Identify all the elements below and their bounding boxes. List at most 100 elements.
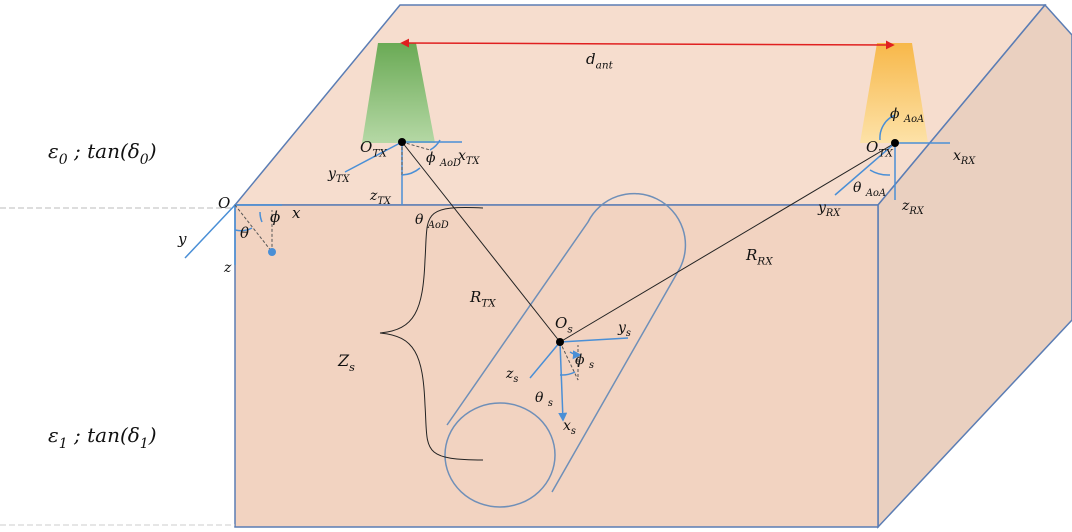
label-text: ε (48, 423, 59, 447)
label: O (218, 194, 230, 212)
label-text: ; tan(δ (68, 139, 140, 163)
label-text: O (866, 138, 878, 156)
rx-origin (891, 139, 899, 147)
angle-arcs (234, 114, 896, 376)
label-text: x (953, 148, 961, 164)
label-text: y (817, 200, 827, 216)
label: ys (617, 320, 631, 339)
label-text: θ (535, 390, 548, 406)
label: θ AoD (415, 212, 449, 231)
label: OTX (360, 138, 387, 160)
label-text: R (745, 246, 757, 264)
label-text: O (555, 314, 567, 332)
label: RRX (745, 246, 773, 268)
target-origin (556, 338, 564, 346)
label-text: y (327, 166, 337, 182)
label: dant (586, 50, 614, 72)
label: x (292, 204, 301, 222)
label: xs (563, 418, 576, 437)
label: OTX (866, 138, 893, 160)
front-face (234, 204, 879, 528)
subscript: TX (372, 148, 387, 160)
label-text: y (177, 230, 187, 248)
label-text: ϕ (890, 106, 904, 122)
subscript: ant (596, 60, 614, 72)
label-text: x (458, 148, 466, 164)
subscript: AoD (439, 158, 461, 169)
ray-rx (559, 142, 896, 343)
label: zs (505, 366, 518, 385)
subscript: s (571, 426, 576, 437)
subscript: TX (878, 148, 893, 160)
subscript: 0 (59, 152, 68, 168)
label: Zs (337, 351, 355, 374)
cylinder-end (444, 402, 556, 508)
point (268, 248, 276, 256)
label-text: z (505, 366, 514, 382)
label-text: ϕ (426, 150, 440, 166)
label-text: z (369, 188, 378, 204)
subscript: s (567, 324, 573, 336)
cylinder-body (446, 192, 687, 493)
subscript: RX (908, 206, 924, 217)
box (233, 3, 1072, 529)
subscript: s (626, 328, 631, 339)
label: ε1 ; tan(δ1) (48, 423, 157, 452)
label-text: x (563, 418, 571, 434)
rx-antenna (860, 43, 928, 143)
label: zTX (369, 188, 392, 207)
distance-arrow (400, 38, 895, 50)
subscript: RX (825, 208, 841, 219)
label-text: θ (415, 212, 428, 228)
label: y (177, 230, 187, 248)
label-text: ϕ (270, 208, 280, 226)
label: ϕ s (575, 352, 594, 371)
label: ε0 ; tan(δ0) (48, 139, 157, 168)
subscript: RX (960, 156, 976, 167)
label-text: d (586, 50, 596, 68)
label: ϕ AoD (426, 150, 461, 169)
label-text: O (360, 138, 372, 156)
label-text: y (617, 320, 627, 336)
label: Os (555, 314, 573, 336)
cylinder (444, 192, 687, 508)
axes (184, 114, 950, 420)
label-text: O (218, 194, 230, 212)
label: xRX (953, 148, 976, 167)
label: θ (240, 224, 249, 242)
subscript: RX (756, 256, 773, 268)
label-text: R (469, 288, 481, 306)
label: xTX (458, 148, 480, 167)
label: zRX (901, 198, 925, 217)
subscript: TX (377, 196, 392, 207)
subscript: s (589, 360, 594, 371)
subscript: s (548, 398, 553, 409)
subscript: TX (481, 298, 496, 310)
tx-antenna (362, 43, 435, 143)
subscript: AoA (865, 188, 886, 199)
label-text: Z (337, 351, 350, 370)
brace (379, 207, 484, 461)
ray-tx (401, 141, 561, 343)
label-text: z (223, 260, 232, 276)
label-text: ) (148, 139, 157, 163)
label-text: ε (48, 139, 59, 163)
subscript: 1 (59, 436, 68, 452)
subscript: AoA (903, 114, 924, 125)
label: z (223, 260, 232, 276)
label-text: θ (240, 224, 249, 242)
subscript: TX (466, 156, 481, 167)
subscript: s (513, 374, 518, 385)
subscript: 0 (140, 152, 149, 168)
subscript: TX (336, 174, 351, 185)
label: θ AoA (853, 180, 886, 199)
label-text: z (901, 198, 910, 214)
subscript: s (349, 361, 355, 374)
subscript: AoD (427, 220, 449, 231)
label-text: x (292, 204, 301, 222)
label-text: ϕ (575, 352, 589, 368)
label: ϕ (270, 208, 280, 226)
tx-origin (398, 138, 406, 146)
